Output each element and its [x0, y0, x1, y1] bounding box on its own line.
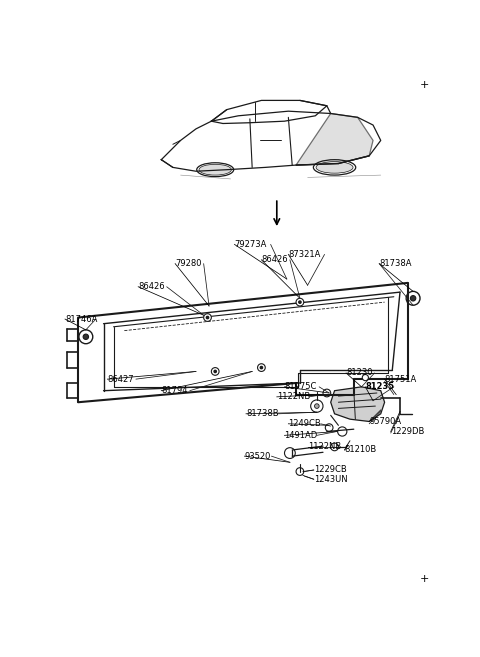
Circle shape — [296, 298, 304, 306]
Circle shape — [211, 367, 219, 375]
Text: 81235: 81235 — [365, 382, 395, 392]
Circle shape — [285, 447, 295, 459]
Circle shape — [337, 427, 347, 436]
Circle shape — [410, 296, 416, 301]
Circle shape — [311, 400, 323, 412]
Circle shape — [214, 371, 216, 373]
Circle shape — [299, 301, 301, 304]
Polygon shape — [296, 114, 373, 165]
Text: 1122NB: 1122NB — [277, 392, 310, 401]
Text: 1229CB: 1229CB — [314, 466, 347, 474]
Text: +: + — [420, 574, 429, 584]
Text: +: + — [420, 80, 429, 90]
Circle shape — [406, 291, 420, 306]
Text: 87321A: 87321A — [288, 250, 321, 259]
Text: 93520: 93520 — [244, 451, 271, 461]
Circle shape — [79, 330, 93, 344]
Ellipse shape — [199, 164, 231, 175]
Circle shape — [258, 364, 265, 371]
Text: 79280: 79280 — [175, 259, 202, 268]
Text: 1229DB: 1229DB — [391, 427, 424, 436]
Text: 86427: 86427 — [108, 374, 134, 384]
Circle shape — [323, 389, 331, 397]
Text: 81746A: 81746A — [65, 315, 97, 324]
Circle shape — [260, 367, 263, 369]
Circle shape — [204, 313, 211, 321]
Text: 1122NB: 1122NB — [308, 442, 341, 451]
Text: 81738A: 81738A — [379, 259, 412, 268]
Text: 86426: 86426 — [262, 256, 288, 264]
Circle shape — [331, 443, 338, 451]
Text: 79273A: 79273A — [234, 240, 267, 249]
Circle shape — [325, 424, 333, 432]
Circle shape — [362, 374, 369, 380]
Circle shape — [314, 404, 319, 409]
Text: 86426: 86426 — [138, 283, 165, 291]
Text: 1491AD: 1491AD — [285, 431, 318, 440]
Text: 81751A: 81751A — [384, 374, 417, 384]
Text: 81210B: 81210B — [345, 445, 377, 455]
Text: 1243UN: 1243UN — [314, 475, 348, 484]
Circle shape — [83, 334, 88, 340]
Circle shape — [206, 317, 209, 319]
Text: 81794: 81794 — [161, 386, 188, 396]
Text: 81738B: 81738B — [246, 409, 278, 419]
Circle shape — [296, 468, 304, 476]
Text: 95790A: 95790A — [369, 417, 401, 426]
Text: 1249CB: 1249CB — [288, 419, 321, 428]
Polygon shape — [331, 387, 384, 422]
Text: 81230: 81230 — [346, 369, 372, 378]
Text: 81975C: 81975C — [285, 382, 317, 392]
Ellipse shape — [316, 162, 353, 173]
